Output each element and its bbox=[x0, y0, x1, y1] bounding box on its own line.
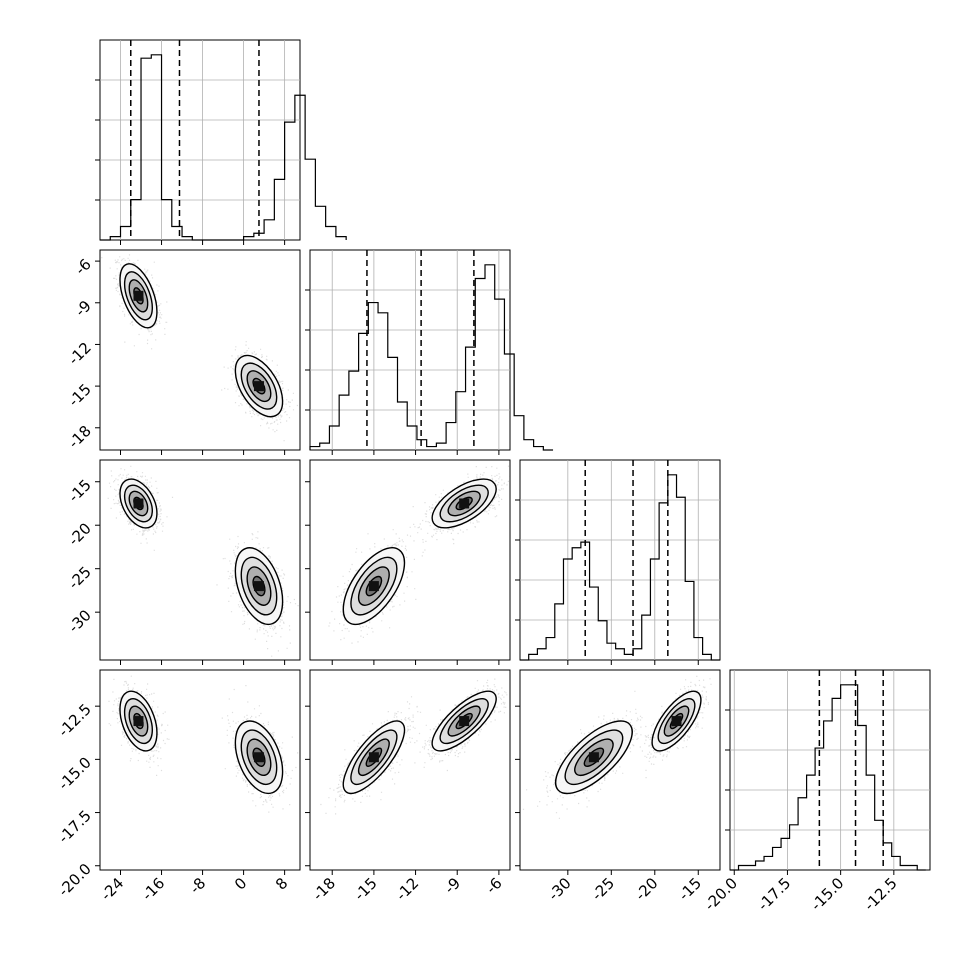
density-peak bbox=[459, 498, 470, 509]
y-tick-label: -6 bbox=[72, 255, 95, 278]
panel-frame bbox=[729, 669, 931, 871]
density-peak bbox=[133, 498, 144, 509]
histogram-step bbox=[730, 684, 926, 871]
x-tick-label: 0 bbox=[231, 874, 250, 893]
panel-frame bbox=[519, 459, 721, 661]
histogram-bin bbox=[305, 159, 315, 240]
panel-content bbox=[522, 675, 712, 819]
histogram-step bbox=[100, 54, 347, 241]
x-tick-label: -20 bbox=[632, 874, 662, 904]
x-tick-label: -15 bbox=[351, 874, 381, 904]
x-tick-label: -17.5 bbox=[754, 874, 794, 914]
y-tick-label: -15 bbox=[65, 476, 95, 506]
scatter-points bbox=[221, 341, 298, 442]
density-peak bbox=[253, 581, 264, 592]
histogram-panel-2 bbox=[515, 459, 721, 661]
y-tick-label: -30 bbox=[65, 606, 95, 636]
density-peak bbox=[253, 752, 264, 763]
x-tick-label: 8 bbox=[272, 874, 291, 893]
histogram-bin bbox=[326, 227, 336, 240]
panel-frame bbox=[99, 39, 301, 241]
y-tick-label: -20.0 bbox=[55, 860, 95, 900]
x-tick-label: -20.0 bbox=[701, 874, 741, 914]
x-tick-label: -30 bbox=[545, 874, 575, 904]
x-tick-label: -25 bbox=[588, 874, 618, 904]
y-tick-label: -12.5 bbox=[55, 700, 95, 740]
y-tick-label: -18 bbox=[65, 422, 95, 452]
density-peak bbox=[588, 752, 599, 763]
x-tick-label: -12.5 bbox=[860, 874, 900, 914]
histogram-panel-3 bbox=[725, 669, 931, 871]
density-peak bbox=[368, 581, 379, 592]
scatter-panel-3-1 bbox=[309, 669, 511, 871]
x-tick-label: -15 bbox=[675, 874, 705, 904]
scatter-panel-1-0 bbox=[99, 249, 301, 451]
panel-content bbox=[107, 465, 299, 657]
density-peak bbox=[133, 716, 144, 727]
density-peak bbox=[133, 290, 144, 301]
y-tick-label: -15 bbox=[65, 380, 95, 410]
scatter-panel-3-2 bbox=[519, 669, 721, 871]
x-tick-label: -9 bbox=[441, 874, 464, 897]
panel-frame bbox=[309, 249, 511, 451]
x-tick-label: -18 bbox=[309, 874, 339, 904]
density-peak bbox=[368, 752, 379, 763]
scatter-panel-2-0 bbox=[99, 459, 301, 661]
scatter-panel-3-0 bbox=[99, 669, 301, 871]
histogram-bin bbox=[315, 206, 325, 240]
histogram-panel-0 bbox=[95, 39, 347, 241]
y-tick-label: -17.5 bbox=[55, 807, 95, 847]
panel-content bbox=[101, 254, 298, 442]
x-tick-label: -12 bbox=[392, 874, 422, 904]
scatter-panel-2-1 bbox=[309, 459, 511, 661]
histogram-step bbox=[309, 264, 554, 451]
density-peak bbox=[253, 381, 264, 392]
x-tick-label: -6 bbox=[482, 874, 505, 897]
y-tick-label: -9 bbox=[72, 297, 95, 320]
histogram-step bbox=[520, 474, 720, 661]
y-tick-label: -12 bbox=[65, 339, 95, 369]
x-tick-label: -24 bbox=[97, 874, 127, 904]
histogram-bin bbox=[514, 416, 524, 450]
y-tick-label: -25 bbox=[65, 563, 95, 593]
x-tick-label: -15.0 bbox=[807, 874, 847, 914]
x-tick-label: -8 bbox=[186, 874, 209, 897]
histogram-bin bbox=[524, 440, 534, 450]
density-peak bbox=[671, 716, 682, 727]
scatter-points bbox=[216, 531, 299, 657]
panel-content bbox=[320, 678, 510, 815]
y-tick-label: -20 bbox=[65, 519, 95, 549]
density-peak bbox=[459, 716, 470, 727]
y-tick-label: -15.0 bbox=[55, 753, 95, 793]
histogram-panel-1 bbox=[305, 249, 554, 451]
panel-content bbox=[108, 675, 299, 813]
panel-content bbox=[328, 465, 510, 644]
x-tick-label: -16 bbox=[138, 874, 168, 904]
